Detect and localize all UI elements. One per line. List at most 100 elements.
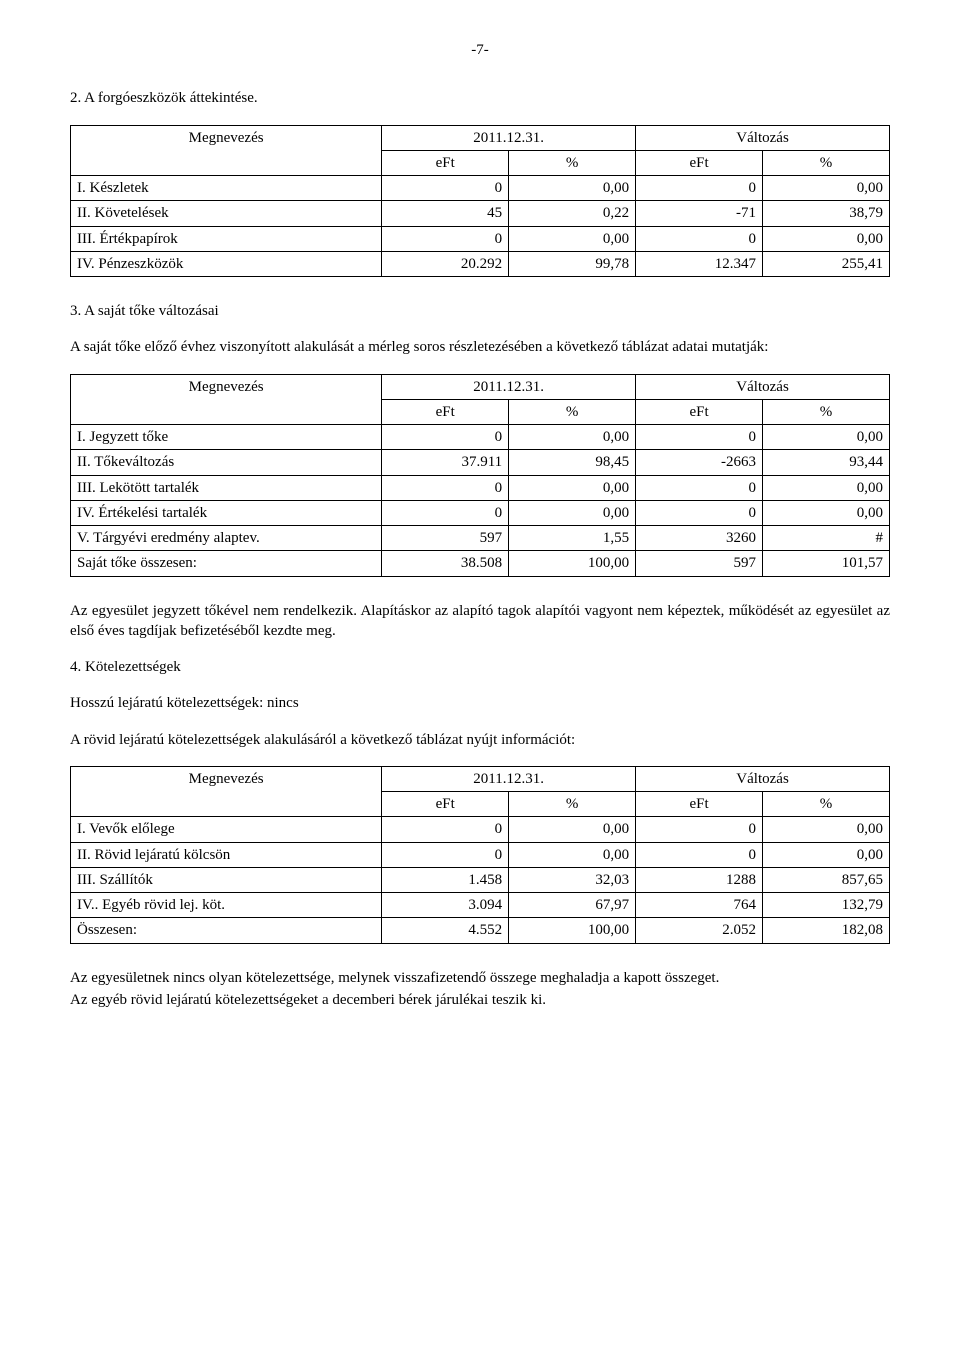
- section4-p1: Hosszú lejáratú kötelezettségek: nincs: [70, 693, 890, 713]
- table-cell: III. Értékpapírok: [71, 226, 382, 251]
- table-row: IV. Értékelési tartalék00,0000,00: [71, 500, 890, 525]
- section2-title: 2. A forgóeszközök áttekintése.: [70, 88, 890, 108]
- th-date: 2011.12.31.: [382, 374, 636, 399]
- table-cell: II. Követelések: [71, 201, 382, 226]
- th-pct: %: [763, 792, 890, 817]
- table-cell: 0,22: [509, 201, 636, 226]
- table-cell: #: [763, 526, 890, 551]
- table-cell: 0,00: [763, 817, 890, 842]
- table-cell: 0: [382, 425, 509, 450]
- section4-tbody: I. Vevők előlege00,0000,00II. Rövid lejá…: [71, 817, 890, 943]
- table-row: III. Értékpapírok00,0000,00: [71, 226, 890, 251]
- table-cell: 4.552: [382, 918, 509, 943]
- table-cell: 857,65: [763, 867, 890, 892]
- table-cell: Saját tőke összesen:: [71, 551, 382, 576]
- table-cell: 0,00: [509, 176, 636, 201]
- table-header-row: Megnevezés 2011.12.31. Változás: [71, 374, 890, 399]
- table-row: I. Készletek00,0000,00: [71, 176, 890, 201]
- th-pct: %: [509, 150, 636, 175]
- section4-after1: Az egyesületnek nincs olyan kötelezettsé…: [70, 968, 890, 988]
- table-cell: 0: [382, 842, 509, 867]
- th-pct: %: [763, 150, 890, 175]
- table-cell: 0,00: [509, 425, 636, 450]
- table-cell: 0: [636, 425, 763, 450]
- th-megnevezes: Megnevezés: [71, 374, 382, 425]
- section4-after2: Az egyéb rövid lejáratú kötelezettségeke…: [70, 990, 890, 1010]
- th-eft: eFt: [636, 399, 763, 424]
- th-valtozas: Változás: [636, 125, 890, 150]
- th-megnevezes: Megnevezés: [71, 125, 382, 176]
- table-cell: 38.508: [382, 551, 509, 576]
- th-megnevezes: Megnevezés: [71, 766, 382, 817]
- table-cell: 0,00: [763, 842, 890, 867]
- table-cell: 0,00: [509, 500, 636, 525]
- th-valtozas: Változás: [636, 766, 890, 791]
- table-cell: 0,00: [509, 842, 636, 867]
- table-cell: 100,00: [509, 918, 636, 943]
- table-cell: 45: [382, 201, 509, 226]
- table-row: Saját tőke összesen:38.508100,00597101,5…: [71, 551, 890, 576]
- table-cell: 3260: [636, 526, 763, 551]
- table-cell: 32,03: [509, 867, 636, 892]
- table-row: IV.. Egyéb rövid lej. köt.3.09467,977641…: [71, 893, 890, 918]
- section4-table: Megnevezés 2011.12.31. Változás eFt % eF…: [70, 766, 890, 944]
- table-cell: IV.. Egyéb rövid lej. köt.: [71, 893, 382, 918]
- table-cell: 0,00: [509, 226, 636, 251]
- table-row: IV. Pénzeszközök20.29299,7812.347255,41: [71, 251, 890, 276]
- table-cell: 98,45: [509, 450, 636, 475]
- table-cell: 0: [636, 176, 763, 201]
- table-cell: 0: [382, 817, 509, 842]
- th-eft: eFt: [382, 792, 509, 817]
- table-row: II. Követelések450,22-7138,79: [71, 201, 890, 226]
- table-cell: 0,00: [763, 176, 890, 201]
- table-cell: -2663: [636, 450, 763, 475]
- table-cell: 100,00: [509, 551, 636, 576]
- th-pct: %: [509, 792, 636, 817]
- table-row: I. Jegyzett tőke00,0000,00: [71, 425, 890, 450]
- table-cell: 0: [382, 500, 509, 525]
- table-cell: III. Lekötött tartalék: [71, 475, 382, 500]
- th-pct: %: [509, 399, 636, 424]
- table-cell: II. Rövid lejáratú kölcsön: [71, 842, 382, 867]
- table-cell: III. Szállítók: [71, 867, 382, 892]
- section4-title: 4. Kötelezettségek: [70, 657, 890, 677]
- th-date: 2011.12.31.: [382, 125, 636, 150]
- table-header-row: Megnevezés 2011.12.31. Változás: [71, 125, 890, 150]
- th-eft: eFt: [636, 150, 763, 175]
- table-cell: 12.347: [636, 251, 763, 276]
- table-cell: Összesen:: [71, 918, 382, 943]
- table-cell: 132,79: [763, 893, 890, 918]
- table-cell: 255,41: [763, 251, 890, 276]
- table-row: II. Tőkeváltozás37.91198,45-266393,44: [71, 450, 890, 475]
- table-cell: 0: [636, 500, 763, 525]
- table-cell: 0: [636, 817, 763, 842]
- table-header-row: Megnevezés 2011.12.31. Változás: [71, 766, 890, 791]
- table-cell: 93,44: [763, 450, 890, 475]
- page-number: -7-: [70, 40, 890, 60]
- table-cell: 0: [636, 842, 763, 867]
- section3-intro: A saját tőke előző évhez viszonyított al…: [70, 337, 890, 357]
- section3-title: 3. A saját tőke változásai: [70, 301, 890, 321]
- table-cell: I. Készletek: [71, 176, 382, 201]
- table-cell: 38,79: [763, 201, 890, 226]
- th-valtozas: Változás: [636, 374, 890, 399]
- th-date: 2011.12.31.: [382, 766, 636, 791]
- th-eft: eFt: [382, 150, 509, 175]
- table-cell: 182,08: [763, 918, 890, 943]
- table-cell: 597: [636, 551, 763, 576]
- table-row: I. Vevők előlege00,0000,00: [71, 817, 890, 842]
- table-row: Összesen:4.552100,002.052182,08: [71, 918, 890, 943]
- table-cell: 764: [636, 893, 763, 918]
- table-cell: 597: [382, 526, 509, 551]
- section3-after: Az egyesület jegyzett tőkével nem rendel…: [70, 601, 890, 642]
- table-cell: 1.458: [382, 867, 509, 892]
- table-cell: 0,00: [763, 500, 890, 525]
- table-cell: IV. Pénzeszközök: [71, 251, 382, 276]
- th-eft: eFt: [382, 399, 509, 424]
- table-cell: 37.911: [382, 450, 509, 475]
- table-cell: 0,00: [509, 475, 636, 500]
- table-cell: 1,55: [509, 526, 636, 551]
- table-cell: 101,57: [763, 551, 890, 576]
- section2-tbody: I. Készletek00,0000,00II. Követelések450…: [71, 176, 890, 277]
- table-row: II. Rövid lejáratú kölcsön00,0000,00: [71, 842, 890, 867]
